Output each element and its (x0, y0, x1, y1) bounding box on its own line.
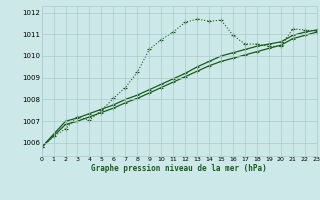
X-axis label: Graphe pression niveau de la mer (hPa): Graphe pression niveau de la mer (hPa) (91, 164, 267, 173)
